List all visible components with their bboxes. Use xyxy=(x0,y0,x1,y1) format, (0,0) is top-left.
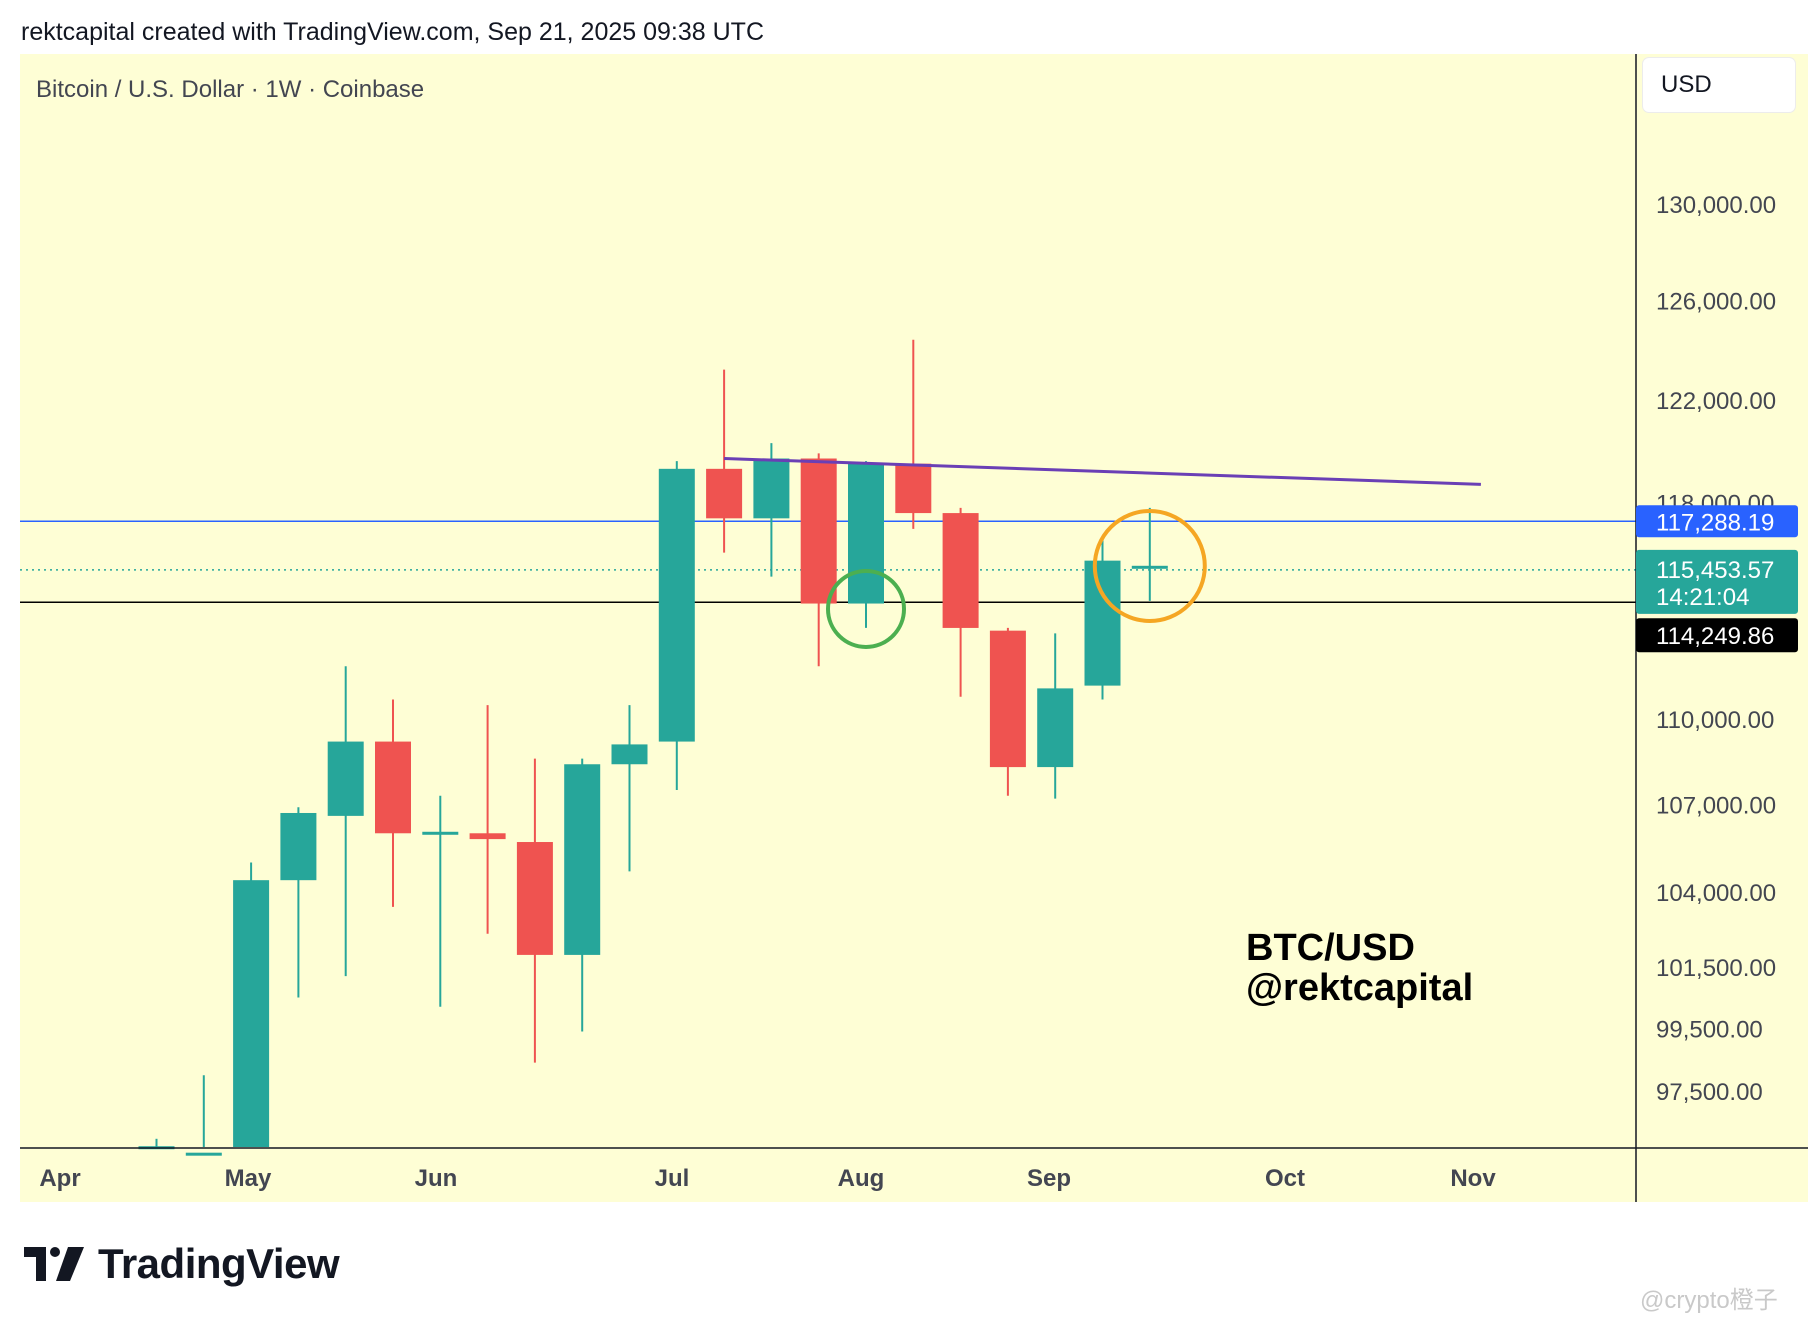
candle-body xyxy=(658,468,695,742)
time-tick-label: Apr xyxy=(39,1165,80,1192)
chart-header: rektcapital created with TradingView.com… xyxy=(21,18,765,46)
time-tick-label: Aug xyxy=(838,1165,885,1192)
price-label-black-box xyxy=(1636,618,1798,653)
candle-body xyxy=(233,880,270,1147)
price-tick-label: 107,000.00 xyxy=(1656,792,1776,819)
time-tick-label: Nov xyxy=(1450,1165,1496,1192)
candle-body xyxy=(375,741,411,834)
candle-body xyxy=(516,842,553,955)
price-label-countdown: 14:21:04 xyxy=(1656,584,1749,611)
candles xyxy=(138,339,1168,1156)
candle-body xyxy=(422,831,459,835)
candle-body xyxy=(895,463,932,514)
tradingview-logo-icon xyxy=(24,1247,84,1281)
candle-body xyxy=(611,744,648,765)
highlight-circle-green xyxy=(826,568,906,649)
price-label-blue: 117,288.19 xyxy=(1656,509,1774,536)
candle-body xyxy=(706,468,743,519)
candle-body xyxy=(564,764,601,955)
pane-title: Bitcoin / U.S. Dollar · 1W · Coinbase xyxy=(36,76,425,103)
price-tick-label: 104,000.00 xyxy=(1656,880,1776,907)
watermark: @crypto橙子 xyxy=(1640,1287,1778,1314)
price-tick-label: 101,500.00 xyxy=(1656,955,1776,982)
candle-body xyxy=(753,458,790,519)
candle-body xyxy=(800,458,837,604)
price-label-current-box xyxy=(1636,549,1798,614)
time-tick-label: Oct xyxy=(1265,1165,1305,1192)
candle-body xyxy=(280,812,317,881)
candle-body xyxy=(942,513,979,628)
price-label-current: 115,453.57 xyxy=(1656,557,1774,584)
candle-body xyxy=(327,741,364,816)
price-tick-label: 130,000.00 xyxy=(1656,192,1776,219)
currency-button[interactable]: USD xyxy=(1643,58,1795,112)
time-tick-label: Jul xyxy=(655,1165,690,1192)
price-label-black: 114,249.86 xyxy=(1656,623,1774,650)
price-tick-label: 122,000.00 xyxy=(1656,388,1776,415)
brand-name: TradingView xyxy=(98,1240,340,1287)
chart-background xyxy=(20,54,1808,1202)
candle-body xyxy=(1084,560,1121,686)
candle-body xyxy=(848,463,884,604)
price-tick-label: 99,500.00 xyxy=(1656,1016,1763,1043)
overlays xyxy=(724,457,1481,649)
candle-body xyxy=(989,630,1026,768)
highlight-circle-orange xyxy=(1092,508,1207,623)
time-axis: Apr May Jun Jul Aug Sep Oct Nov xyxy=(39,1165,1496,1192)
annotation-line2: @rektcapital xyxy=(1246,967,1473,1009)
time-tick-label: Jun xyxy=(415,1165,458,1192)
price-tick-label: 110,000.00 xyxy=(1656,707,1774,734)
resistance-trendline xyxy=(724,457,1481,486)
annotation-line1: BTC/USD xyxy=(1246,927,1415,969)
candle-body xyxy=(185,1152,222,1156)
time-tick-label: Sep xyxy=(1027,1165,1071,1192)
price-tick-label: 126,000.00 xyxy=(1656,288,1776,315)
brand-logo: TradingView xyxy=(24,1238,340,1290)
price-label-blue-box xyxy=(1636,505,1798,538)
candle-body xyxy=(1037,688,1074,768)
time-tick-label: May xyxy=(225,1165,272,1192)
candle-body xyxy=(1131,565,1168,569)
price-tick-label: 97,500.00 xyxy=(1656,1079,1763,1106)
candle-body xyxy=(469,833,506,840)
